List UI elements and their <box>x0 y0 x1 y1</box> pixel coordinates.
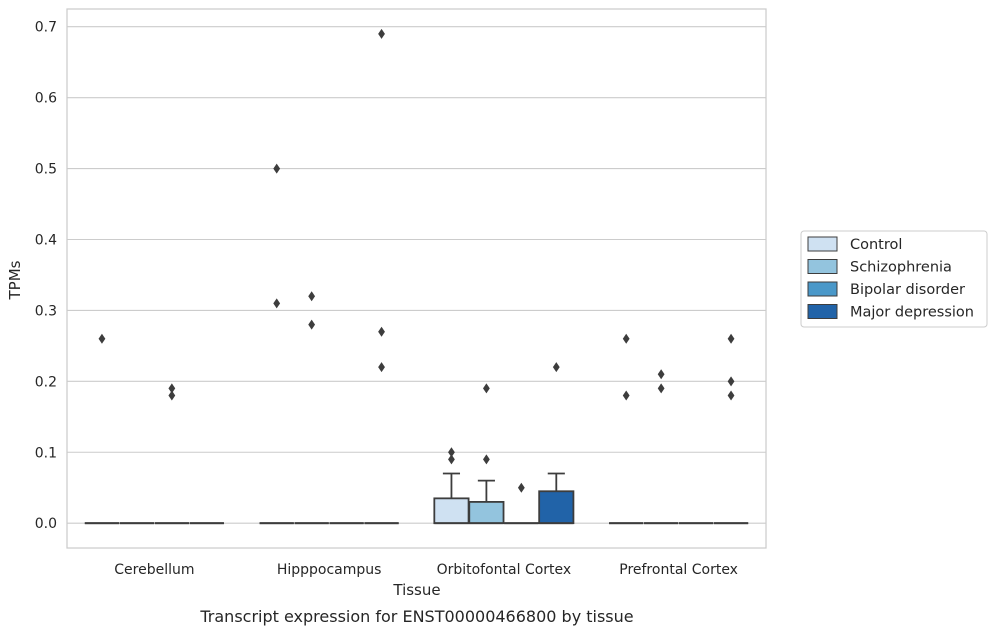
y-tick-labels: 0.0 0.1 0.2 0.3 0.4 0.5 0.6 0.7 <box>35 20 57 532</box>
outlier-point <box>622 333 630 344</box>
data-layer <box>84 28 749 525</box>
legend-swatch <box>807 259 838 274</box>
chart-caption: Transcript expression for ENST0000046680… <box>199 607 633 626</box>
outlier-point <box>308 291 316 302</box>
outlier-point <box>273 298 281 309</box>
x-tick-label: Orbitofontal Cortex <box>437 562 572 578</box>
gridlines <box>67 26 766 524</box>
y-tick-label: 0.3 <box>35 303 57 319</box>
y-axis-label: TPMs <box>6 260 24 300</box>
y-tick-label: 0.1 <box>35 445 57 461</box>
legend-label: Control <box>850 237 902 253</box>
outlier-point <box>168 390 176 401</box>
outlier-point <box>448 447 455 458</box>
x-axis-label: Tissue <box>392 581 440 599</box>
outlier-point <box>727 333 735 344</box>
outlier-point <box>378 28 385 39</box>
y-tick-label: 0.4 <box>35 232 57 248</box>
y-tick-label: 0.7 <box>35 20 57 36</box>
outlier-point <box>378 362 385 373</box>
legend-frame <box>800 230 988 328</box>
box <box>538 490 575 525</box>
outlier-point <box>98 333 106 344</box>
y-tick-label: 0.6 <box>35 91 57 107</box>
x-tick-label: Prefrontal Cortex <box>619 562 738 578</box>
outlier-point <box>308 319 316 330</box>
x-tick-label: Hipppocampus <box>277 562 382 578</box>
legend-label: Bipolar disorder <box>850 282 965 298</box>
outlier-point <box>552 362 560 373</box>
y-tick-label: 0.5 <box>35 162 57 178</box>
outlier-point <box>168 383 176 394</box>
outlier-point <box>483 383 490 394</box>
legend-swatch <box>807 236 838 252</box>
legend-swatch <box>807 304 838 319</box>
legend-swatch <box>807 281 838 297</box>
outlier-point <box>727 390 735 401</box>
outlier-point <box>483 454 490 465</box>
legend-label: Schizophrenia <box>850 260 952 276</box>
legend: Control Schizophrenia Bipolar disorder Majo… <box>800 230 988 328</box>
y-tick-label: 0.2 <box>35 374 57 390</box>
outlier-point <box>622 390 630 401</box>
box <box>468 501 505 525</box>
outlier-point <box>517 482 525 493</box>
x-tick-label: Cerebellum <box>114 562 194 578</box>
outlier-point <box>448 454 455 465</box>
outlier-point <box>273 163 281 174</box>
box <box>433 497 470 525</box>
y-tick-label: 0.0 <box>35 516 57 532</box>
outlier-point <box>378 326 385 337</box>
legend-label: Major depression <box>850 305 974 321</box>
outlier-point <box>657 369 665 380</box>
outlier-point <box>657 383 665 394</box>
outlier-point <box>727 376 735 387</box>
x-tick-labels: Cerebellum Hipppocampus Orbitofontal Corte… <box>114 562 738 578</box>
plot-frame <box>66 8 767 549</box>
